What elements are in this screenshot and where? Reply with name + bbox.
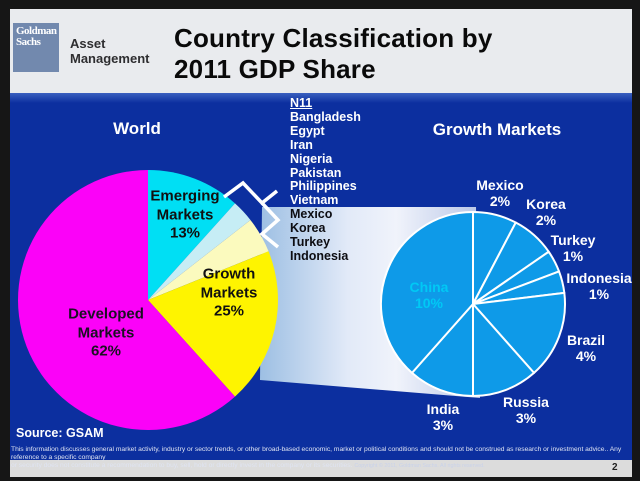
growth-pie-label-mexico: Mexico 2% <box>476 177 524 209</box>
logo-line1: Goldman <box>16 25 57 37</box>
n11-item-korea: Korea <box>290 221 326 236</box>
growth-pie-label-china: China 10% <box>409 279 449 311</box>
world-pie-label-developed-markets: Developed Markets 62% <box>68 305 144 360</box>
goldman-sachs-logo: Goldman Sachs <box>13 23 59 72</box>
n11-item-turkey: Turkey <box>290 235 331 250</box>
world-pie-label-emerging-markets: Emerging Markets 13% <box>150 187 220 242</box>
growth-pie-label-russia: Russia 3% <box>503 394 549 426</box>
n11-country-list: N11 Bangladesh Egypt Iran Nigeria Pakistan Ph… <box>290 96 361 264</box>
n11-item-pakistan: Pakistan <box>290 165 342 180</box>
growth-pie-label-indonesia: Indonesia 1% <box>566 270 632 302</box>
growth-pie-label-turkey: Turkey 1% <box>550 232 596 264</box>
n11-item-mexico: Mexico <box>290 207 333 222</box>
n11-item-indonesia: Indonesia <box>290 248 349 263</box>
disclaimer: This information discusses general marke… <box>11 446 631 471</box>
world-pie-heading: World <box>113 119 161 138</box>
n11-heading: N11 <box>290 96 313 110</box>
disclaimer-line1: This information discusses general marke… <box>11 446 622 461</box>
slide-title-line1: Country Classification by <box>174 23 493 53</box>
asset-management-label: Asset Management <box>70 36 150 66</box>
page-number: 2 <box>612 462 618 473</box>
logo-line2: Sachs <box>16 35 41 48</box>
n11-item-egypt: Egypt <box>290 123 325 138</box>
source-note: Source: GSAM <box>16 426 104 440</box>
slide-header <box>10 9 632 93</box>
n11-item-philippines: Philippines <box>290 179 357 194</box>
slide-title: Country Classification by 2011 GDP Share <box>174 23 493 85</box>
n11-items: Bangladesh Egypt Iran Nigeria Pakistan Philip… <box>290 109 361 264</box>
copyright-note: Copyright © 2011, Goldman Sachs. All rig… <box>354 462 485 469</box>
growth-pie-heading: Growth Markets <box>432 120 562 139</box>
footer-strip <box>10 460 632 477</box>
world-pie-label-growth-markets: Growth Markets 25% <box>200 265 258 320</box>
disclaimer-line2: or security does not constitute a recomm… <box>11 461 485 469</box>
growth-pie-label-korea: Korea 2% <box>526 196 566 228</box>
growth-pie-label-brazil: Brazil 4% <box>566 332 606 364</box>
n11-item-iran: Iran <box>290 137 313 152</box>
n11-item-vietnam: Vietnam <box>290 193 339 208</box>
slide-title-line2: 2011 GDP Share <box>174 54 376 84</box>
n11-item-bangladesh: Bangladesh <box>290 109 361 124</box>
n11-item-nigeria: Nigeria <box>290 151 333 166</box>
growth-pie-label-india: India 3% <box>426 401 460 433</box>
